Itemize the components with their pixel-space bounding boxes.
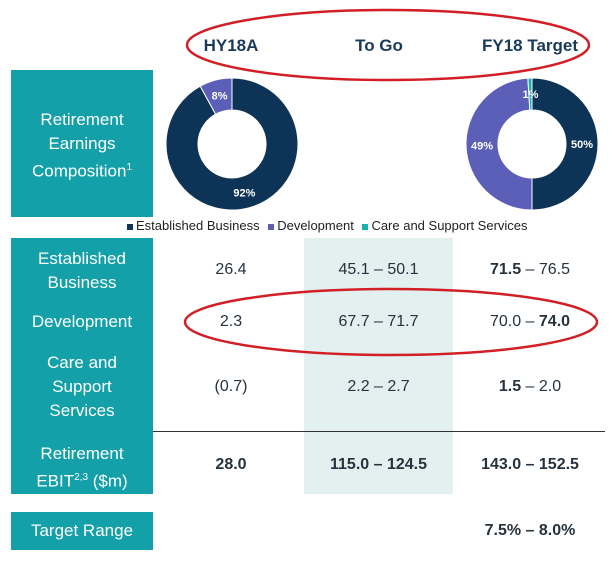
row-label-retirement-ebit: Retirement EBIT2,3 ($m) [36, 444, 128, 491]
donut-label-established: 50% [571, 139, 593, 151]
donut-slice-established [531, 77, 599, 211]
care-hy18a: (0.7) [214, 378, 248, 395]
legend-item-development: Development [268, 218, 354, 233]
donut-label-care: 1% [522, 89, 538, 101]
donut-fy18-target: 50% 49% 1% [465, 77, 599, 211]
total-divider-line [153, 431, 605, 432]
development-hy18a: 2.3 [219, 313, 243, 330]
care-to-go: 2.2 – 2.7 [347, 378, 410, 395]
metrics-label-box [11, 238, 153, 494]
row-label-target-range: Target Range [30, 521, 134, 540]
legend-swatch-established [127, 223, 133, 230]
row-label-development: Development [31, 312, 133, 331]
composition-donut-charts: 92% 8% 50% 49% 1% [165, 77, 599, 211]
care-fy18: 1.5 – 2.0 [498, 378, 562, 395]
legend-item-care-support: Care and Support Services [362, 218, 528, 233]
legend-item-established-business: Established Business [127, 218, 260, 233]
development-fy18: 70.0 – 74.0 [489, 313, 571, 330]
ebit-to-go: 115.0 – 124.5 [330, 456, 427, 473]
development-to-go: 67.7 – 71.7 [338, 313, 419, 330]
row-label-care-support-services: Care and Support Services [47, 353, 117, 420]
chart-legend: Established Business Development Care an… [127, 218, 533, 233]
donut-label-established: 92% [233, 187, 255, 199]
established-fy18: 71.5 – 76.5 [489, 261, 571, 278]
target-range-fy18: 7.5% – 8.0% [484, 522, 576, 539]
donut-label-development: 8% [212, 91, 228, 103]
established-hy18a: 26.4 [215, 261, 247, 278]
ebit-fy18: 143.0 – 152.5 [481, 456, 579, 473]
donut-slice-development [199, 77, 233, 115]
legend-swatch-development [268, 223, 275, 230]
donut-hy18a: 92% 8% [165, 77, 299, 211]
donut-label-development: 49% [471, 141, 493, 153]
to-go-column-band [304, 238, 453, 494]
row-label-established-business: Established Business [38, 249, 126, 292]
legend-swatch-care [362, 223, 369, 230]
composition-label-box [11, 70, 153, 217]
established-to-go: 45.1 – 50.1 [338, 261, 419, 278]
donut-slice-established [165, 77, 299, 211]
composition-label: Retirement Earnings Composition1 [31, 110, 133, 181]
ebit-hy18a: 28.0 [215, 456, 247, 473]
target-range-label-box [11, 512, 153, 550]
